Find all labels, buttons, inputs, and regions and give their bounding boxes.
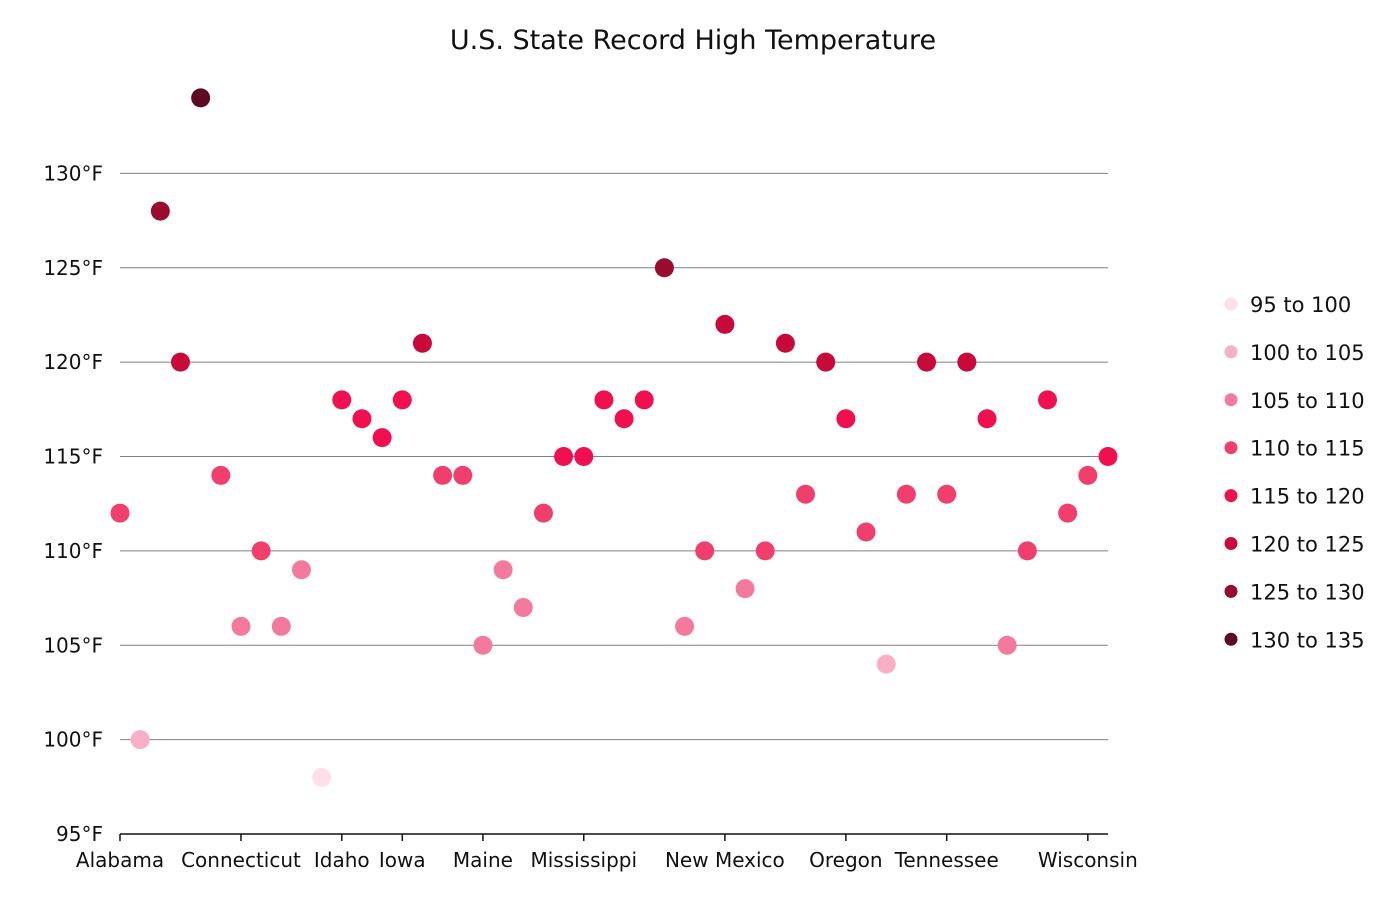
data-point [735,579,755,599]
data-points [110,88,1118,787]
legend-label: 130 to 135 [1250,628,1365,652]
legend-label: 100 to 105 [1250,341,1365,365]
data-point [231,616,251,636]
legend: 95 to 100 100 to 105 105 to 110 110 to 115 1… [1224,293,1365,652]
data-point [1038,390,1058,410]
data-point [372,428,392,448]
data-point [594,390,614,410]
data-point [775,333,795,353]
legend-marker [1224,489,1238,503]
data-point [816,352,836,372]
data-point [170,352,190,372]
data-point [513,598,533,617]
data-point [312,767,332,787]
data-point [150,201,170,221]
x-tick-label: Maine [453,848,513,872]
legend-marker [1224,632,1238,646]
legend-marker [1224,441,1238,455]
data-point [352,409,372,429]
data-point [574,447,594,466]
legend-marker [1224,537,1238,550]
data-point [654,258,674,278]
y-tick-label: 125°F [43,256,103,280]
y-tick-label: 95°F [56,822,103,846]
data-point [110,503,130,523]
data-point [695,541,715,561]
data-point [917,352,937,372]
data-point [533,503,553,523]
data-point [675,616,695,636]
x-tick-label: Iowa [379,848,426,872]
data-point [473,635,493,655]
x-tick-label: Wisconsin [1038,848,1138,872]
legend-label: 120 to 125 [1250,533,1365,557]
x-axis: Alabama Connecticut Idaho Iowa Maine Mississi… [76,833,1138,872]
data-point [332,390,352,410]
data-point [997,635,1017,655]
data-point [856,522,876,542]
data-point [130,730,150,750]
data-point [392,390,412,410]
data-point [291,560,311,580]
x-tick-label: Oregon [809,848,882,872]
data-point [1098,447,1118,466]
legend-marker [1224,297,1238,311]
x-tick-label: Idaho [314,848,370,872]
data-point [755,541,775,561]
data-point [1017,541,1037,561]
data-point [957,352,977,372]
y-tick-label: 120°F [43,350,103,374]
data-point [271,616,291,636]
data-point [412,333,432,353]
data-point [433,465,453,485]
x-tick-label: Tennessee [894,848,999,872]
y-axis: 95°F 100°F 105°F 110°F 115°F 120°F 125°F 130°F [43,161,103,846]
data-point [554,447,574,466]
data-point [614,409,634,429]
data-point [634,390,654,410]
data-point [1058,503,1078,523]
y-tick-label: 115°F [43,445,103,469]
data-point [836,409,856,429]
y-tick-label: 130°F [43,161,103,185]
legend-marker [1224,584,1238,598]
legend-label: 110 to 115 [1250,437,1365,461]
legend-label: 125 to 130 [1250,580,1365,604]
data-point [876,654,896,674]
data-point [191,88,211,108]
data-point [251,541,271,561]
x-tick-label: Mississippi [530,848,637,872]
y-tick-label: 105°F [43,633,103,657]
data-point [1078,465,1098,485]
data-point [937,484,957,504]
y-tick-label: 100°F [43,728,103,752]
x-tick-label: Alabama [76,848,164,872]
y-tick-label: 110°F [43,539,103,563]
data-point [715,314,735,334]
x-tick-label: New Mexico [665,848,785,872]
data-point [796,484,816,504]
legend-marker [1224,393,1238,407]
data-point [453,465,473,485]
data-point [493,560,513,580]
chart-title: U.S. State Record High Temperature [450,25,936,56]
data-point [211,465,231,485]
legend-marker [1224,345,1238,359]
data-point [896,484,916,504]
grid-lines [120,172,1108,741]
legend-label: 105 to 110 [1250,389,1365,413]
legend-label: 115 to 120 [1250,485,1365,509]
x-tick-label: Connecticut [181,848,301,872]
data-point [977,409,997,429]
legend-label: 95 to 100 [1250,293,1351,317]
